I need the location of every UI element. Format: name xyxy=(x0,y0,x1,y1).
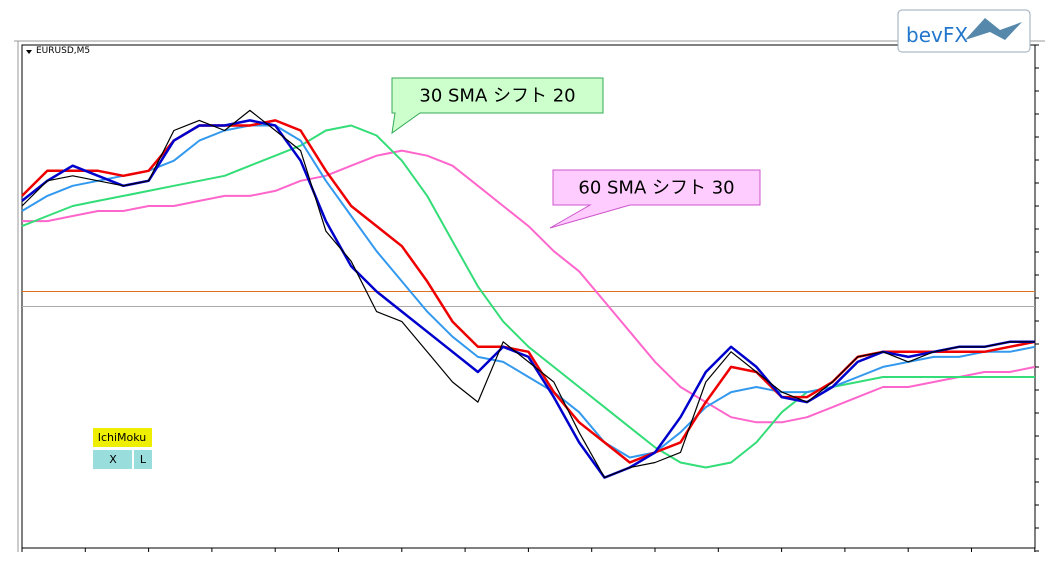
callout-text: 30 SMA シフト 20 xyxy=(419,86,575,107)
panel-title-bg xyxy=(93,428,152,447)
series-line xyxy=(22,149,1036,424)
series-line xyxy=(21,109,1035,479)
callout-box xyxy=(391,77,604,135)
series-line xyxy=(21,124,1036,459)
logo-text: bevFX xyxy=(906,23,968,47)
series-line xyxy=(21,124,1035,469)
ichimoku-panel: IchiMoku X L xyxy=(93,428,152,469)
logo-box xyxy=(897,9,1031,53)
logo: bevFX xyxy=(897,9,1031,53)
panel-title: IchiMoku xyxy=(98,431,147,444)
button-l[interactable] xyxy=(134,450,152,469)
plot xyxy=(21,44,1039,552)
button-x[interactable] xyxy=(93,450,132,469)
button-label[interactable]: L xyxy=(140,453,147,466)
logo-bird xyxy=(965,18,1022,40)
button-label[interactable]: X xyxy=(109,453,117,466)
symbol-label: EURUSD,M5 xyxy=(36,46,90,56)
series-line xyxy=(21,119,1035,479)
menu-arrow[interactable] xyxy=(26,50,32,54)
callout-box xyxy=(549,169,761,229)
callout-text: 60 SMA シフト 30 xyxy=(578,178,734,199)
